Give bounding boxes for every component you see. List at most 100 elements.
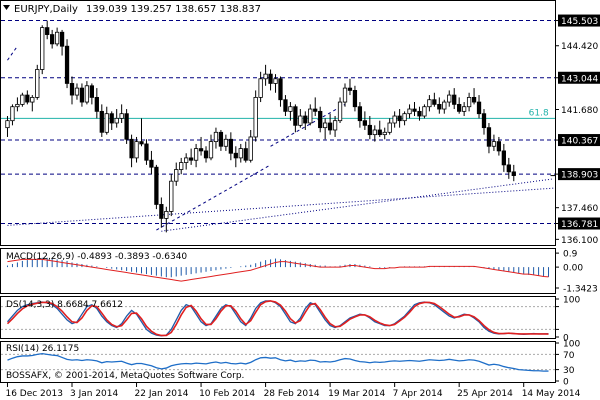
candle-body [357, 106, 363, 122]
candle-body [387, 122, 392, 133]
time-tick-label: 28 Feb 2014 [264, 389, 320, 399]
candle [179, 157, 184, 175]
candle [59, 29, 65, 56]
candle-body [253, 97, 258, 138]
price-tick-label: 140.367 [561, 137, 598, 147]
candle-body [283, 99, 288, 112]
candle [248, 129, 253, 163]
candle [293, 104, 298, 133]
candle-body [64, 45, 70, 84]
candle [288, 102, 293, 121]
candle-body [367, 124, 372, 136]
candle-body [228, 138, 233, 154]
price-tick-label: 143.044 [561, 74, 598, 84]
trendline [156, 164, 271, 231]
price-tick-highlight [558, 14, 600, 27]
candle [407, 104, 412, 119]
candle [40, 25, 45, 75]
candle-body [327, 122, 333, 131]
candle [466, 92, 472, 112]
candle-body [174, 169, 179, 182]
candle [318, 106, 323, 133]
candle-body [362, 120, 368, 126]
candle [159, 197, 164, 228]
macd-panel-frame [0, 248, 556, 294]
candle-body [293, 106, 298, 126]
candle [129, 134, 134, 168]
candle [184, 153, 189, 170]
trendline [270, 103, 346, 147]
candle-body [476, 101, 482, 115]
candle-body [308, 108, 313, 124]
candle [432, 92, 437, 107]
time-tick-label: 25 Apr 2014 [457, 389, 513, 399]
candle-body [437, 103, 442, 110]
candle [258, 71, 263, 103]
candle-body [313, 108, 318, 112]
trendline [7, 45, 18, 61]
candle [20, 92, 25, 107]
candle-body [397, 115, 402, 122]
candle-body [248, 136, 253, 161]
candle-body [303, 115, 308, 124]
candle [114, 109, 119, 128]
time-tick-label: 22 Jan 2014 [135, 389, 189, 399]
candle [238, 143, 243, 163]
candle [452, 88, 457, 110]
candle-body [332, 120, 338, 131]
candle [447, 90, 452, 107]
stochastic-tick-label: 100 [563, 296, 580, 306]
trendlines [7, 45, 554, 232]
candle [442, 99, 447, 114]
candle-body [89, 85, 95, 98]
rsi-tick-label: 30 [563, 366, 575, 376]
candle [104, 106, 109, 135]
price-tick-highlight [558, 217, 600, 230]
candle [387, 118, 392, 135]
candle [496, 136, 502, 156]
candle [35, 64, 40, 100]
candle [164, 206, 169, 233]
candle [397, 109, 402, 128]
candle-body [164, 211, 169, 219]
candle [169, 174, 174, 217]
candle-body [402, 113, 407, 122]
macd-axis: 0.9 0.00 -1.3423 [555, 250, 598, 294]
candle-body [412, 108, 417, 112]
price-tick-label: 136.781 [561, 220, 598, 230]
price-tick-label: 137.460 [561, 204, 598, 214]
candle [437, 97, 442, 114]
candle [228, 132, 233, 161]
candle-body [506, 164, 511, 173]
candle [486, 123, 492, 154]
candle-body [179, 162, 184, 170]
window-dropdown-icon[interactable] [3, 5, 10, 10]
candle [30, 95, 35, 112]
candle-body [432, 99, 437, 105]
price-tick-highlight [558, 71, 600, 84]
candle [461, 102, 467, 117]
candle-body [457, 103, 462, 112]
candle-body [134, 141, 139, 159]
candle-body [99, 110, 104, 133]
candle [303, 111, 308, 130]
candle-body [407, 108, 412, 115]
candle-body [342, 87, 348, 103]
candle-body [223, 138, 229, 147]
stochastic-tick-label: 0 [563, 334, 569, 344]
candle [45, 20, 50, 40]
candle-body [392, 115, 397, 124]
candle-body [352, 90, 358, 108]
candle-body [74, 87, 80, 96]
candle-body [94, 97, 99, 112]
candle-body [233, 152, 238, 159]
candle [50, 29, 55, 49]
time-tick-label: 10 Feb 2014 [199, 389, 255, 399]
candle-body [59, 31, 65, 47]
candle-body [109, 113, 114, 124]
candle [347, 78, 353, 96]
candle-body [129, 138, 134, 159]
candle-body [218, 131, 224, 147]
price-tick-label: 141.680 [561, 106, 598, 116]
rsi-levels [1, 353, 555, 371]
